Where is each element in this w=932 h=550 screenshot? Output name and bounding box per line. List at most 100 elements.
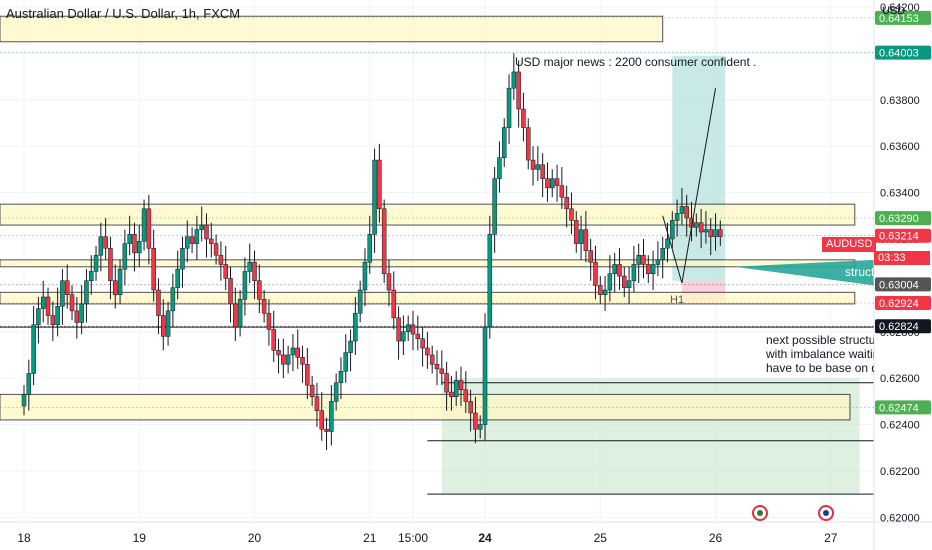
candle-body [151,247,156,291]
x-tick-label: 20 [248,531,262,545]
candle-body [660,247,665,261]
candle-body [233,303,238,328]
candle [367,215,373,274]
candle [113,264,118,309]
candle [88,255,94,295]
au-flag-event-icon[interactable] [752,505,768,521]
x-tick-label: 27 [824,531,838,545]
candle [93,245,99,281]
news-annotation[interactable]: USD major news : 2200 consumer confident… [515,55,757,69]
candle [237,290,243,337]
candle-body [209,238,214,244]
candle-body [26,373,32,395]
bar-countdown: 03:33 [874,251,930,265]
candle [261,290,267,323]
candle [525,118,531,170]
candle [266,299,272,346]
candle-body [477,424,483,430]
us-flag-event-icon[interactable] [818,505,834,521]
price-level-tag-bg [875,10,931,25]
candle [449,375,454,411]
candle-body [290,347,296,356]
candle-body [698,222,704,233]
candle-body [516,71,521,110]
x-tick-label: 21 [363,531,377,545]
candle-body [415,333,421,339]
candle-body [501,127,507,159]
candle [194,215,200,260]
candle [348,329,353,372]
candle [151,229,156,302]
candle [425,331,430,369]
candle-body [199,224,204,230]
candle [343,334,349,383]
candle-body [74,310,80,323]
candle-body [569,208,574,221]
projection-arrow [681,88,717,284]
candle [559,167,565,209]
candle-body [343,352,349,372]
candle [213,234,219,265]
candle-body [338,370,344,384]
candle-body [305,363,310,386]
supply-demand-zone [0,259,856,268]
candle-body [674,213,680,221]
candle-body [708,229,713,237]
candle-body [333,382,339,402]
price-level-tag: 0.64003 [879,48,919,60]
candle-body [113,280,118,295]
price-level-tag-bg [875,277,931,292]
candle-body [175,268,180,288]
candle [338,357,344,400]
candle-body [405,324,411,333]
candle-body [180,247,185,270]
candle-body [237,299,243,328]
candle-body [242,271,248,300]
candle-body [21,394,27,407]
candle-body [694,222,699,228]
x-tick-label: 24 [478,531,492,545]
candle-body [314,396,320,411]
candle [429,345,435,374]
candle [290,334,296,372]
candle [636,243,641,284]
candle-body [646,264,651,275]
candle-body [434,363,440,370]
candle [21,385,27,416]
candle [602,276,608,311]
candle [646,255,651,284]
candle [64,264,70,309]
candle-body [636,254,641,265]
candle-body [511,71,517,89]
candle [405,315,411,342]
structure-callout-label[interactable]: structure [845,265,875,279]
candle-body [492,178,497,235]
price-level-tag: 0.62824 [879,321,919,333]
candle-body [300,357,305,365]
candle-body [525,127,531,161]
candle [482,313,488,441]
structure-note[interactable]: next possible structure with imbalance w… [766,333,874,375]
candle [444,361,449,411]
x-tick-label: 26 [709,531,723,545]
candle [458,366,464,406]
candle-body [98,236,104,256]
candle-body [439,368,445,374]
price-level-tag-bg [875,211,931,226]
candle-body [559,185,565,198]
candle [501,118,507,168]
candle-body [319,410,324,430]
candle [377,143,382,223]
candle-body [194,229,200,244]
candle-body [79,303,84,323]
candle [55,287,60,337]
candle-body [641,254,646,265]
candle [285,345,291,374]
candle [146,194,152,265]
supply-demand-zone [0,291,856,305]
candle [228,266,233,323]
candle [50,301,56,342]
candle [31,306,36,386]
symbol-price-tag: AUDUSD [822,237,877,252]
